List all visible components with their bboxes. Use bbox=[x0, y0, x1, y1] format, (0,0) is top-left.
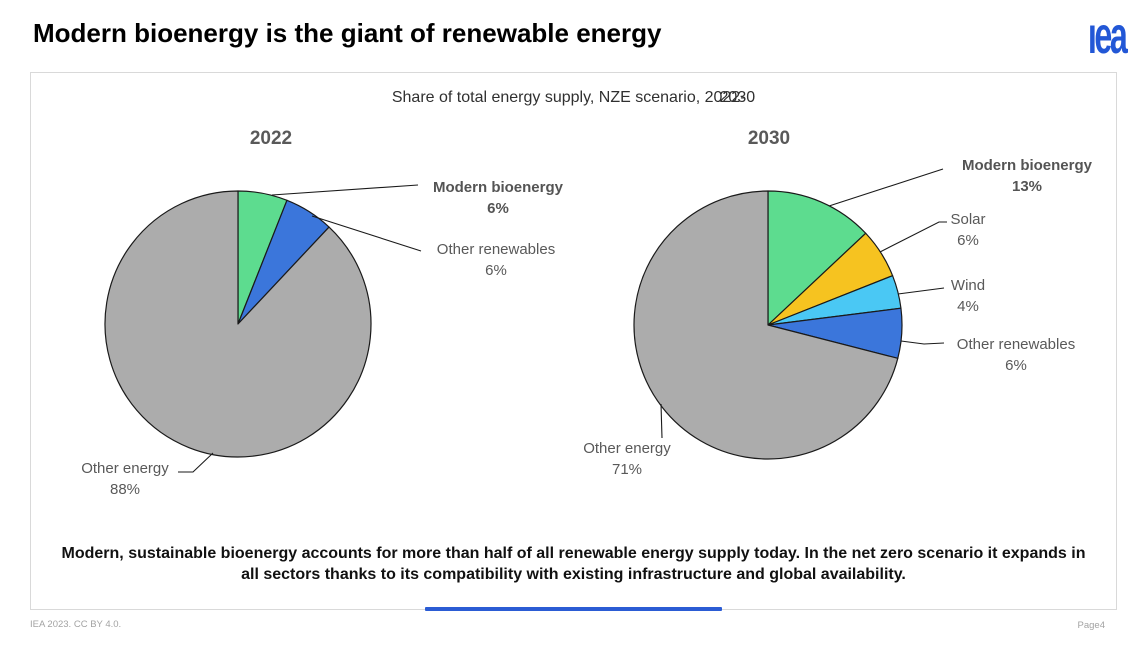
pie-slice-2030-other-energy bbox=[633, 190, 899, 460]
label-2030-wind: Wind 4% bbox=[950, 277, 986, 315]
key-message-line2: scenario it expands in all sectors thank… bbox=[241, 545, 1086, 583]
label-2030-modern-bioenergy: Modern bioenergy 13% bbox=[961, 157, 1092, 195]
pie-2030-title: 2030 bbox=[747, 128, 791, 149]
label-2022-other-renewables: Other renewables 6% bbox=[436, 241, 556, 279]
label-2030-other-renewables: Other renewables 6% bbox=[956, 336, 1076, 374]
label-2030-other-energy: Other energy 71% bbox=[583, 440, 671, 478]
pie-slice-2022-other-energy bbox=[104, 190, 372, 458]
chart-subtitle-part2: 2030 bbox=[719, 89, 756, 106]
leader-line-2030-2 bbox=[897, 287, 945, 295]
page-number: Page4 bbox=[1077, 620, 1105, 631]
leader-line-2022-1 bbox=[311, 215, 422, 252]
leader-line-2030-1 bbox=[879, 221, 947, 253]
pie-charts-canvas bbox=[104, 168, 947, 473]
pie-2022-title: 2022 bbox=[249, 128, 293, 149]
leader-line-2030-3 bbox=[900, 340, 945, 345]
chart-panel: Share of total energy supply, NZE scenar… bbox=[30, 72, 1117, 610]
iea-logo: ıea bbox=[1087, 7, 1128, 65]
chart-subtitle: Share of total energy supply, NZE scenar… bbox=[31, 89, 1116, 107]
leader-line-2022-2 bbox=[178, 452, 214, 473]
copyright-note: IEA 2023. CC BY 4.0. bbox=[30, 619, 122, 630]
key-message: Modern, sustainable bioenergy accounts f… bbox=[51, 543, 1096, 585]
leader-line-2022-0 bbox=[271, 184, 419, 196]
label-2022-modern-bioenergy: Modern bioenergy 6% bbox=[432, 179, 563, 217]
label-2022-other-energy: Other energy 88% bbox=[81, 460, 169, 498]
accent-underline bbox=[425, 607, 722, 611]
chart-subtitle-part1: Share of total energy supply, NZE scenar… bbox=[391, 89, 746, 106]
pie-slice-2030-modern-bioenergy bbox=[767, 190, 867, 326]
leader-line-2030-4 bbox=[660, 403, 663, 439]
key-message-line1: Modern, sustainable bioenergy accounts f… bbox=[61, 545, 913, 562]
leader-line-2030-0 bbox=[828, 168, 944, 207]
page-title: Modern bioenergy is the giant of renewab… bbox=[33, 18, 662, 48]
label-2030-solar: Solar 6% bbox=[950, 211, 986, 249]
